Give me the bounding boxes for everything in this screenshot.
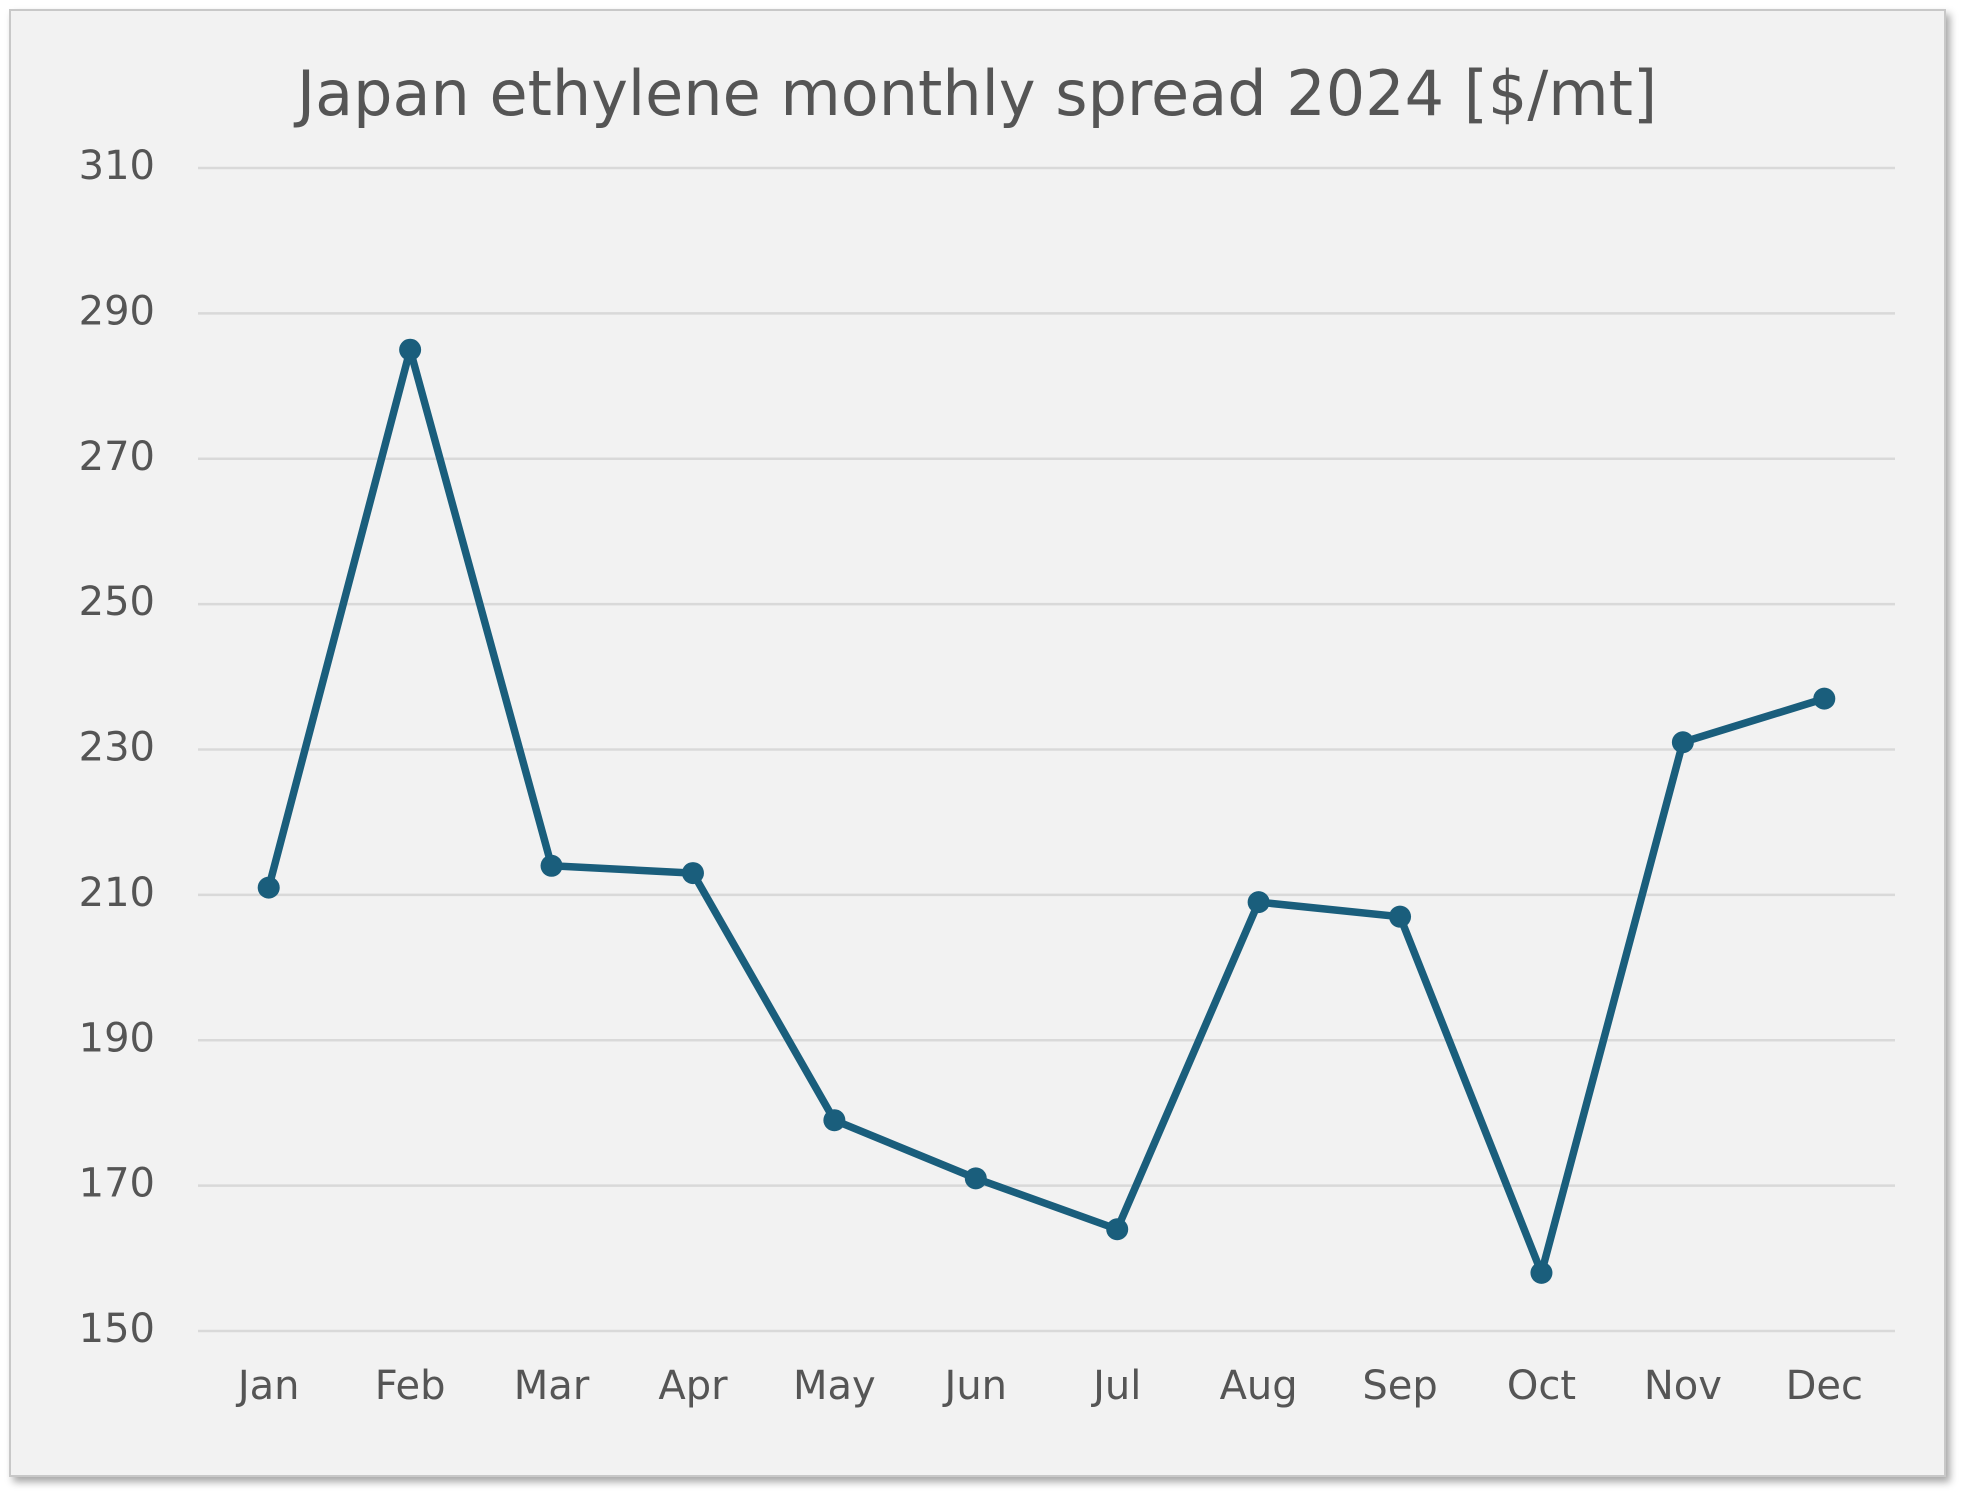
line: [265, 345, 1826, 1277]
x-tick-label: Sep: [1362, 1363, 1437, 1409]
marker: [540, 854, 563, 877]
marker: [823, 1109, 846, 1132]
x-tick-label: Dec: [1786, 1363, 1863, 1409]
y-tick-label: 250: [79, 579, 155, 625]
marker: [1106, 1218, 1129, 1241]
marker: [681, 862, 704, 885]
x-tick-label: Feb: [375, 1363, 446, 1409]
y-tick-label: 270: [79, 434, 155, 480]
x-tick-label: Apr: [658, 1363, 728, 1409]
y-tick-label: 190: [79, 1015, 155, 1061]
y-tick-label: 150: [79, 1306, 155, 1352]
y-tick-label: 230: [79, 725, 155, 771]
x-tick-label: Oct: [1507, 1363, 1576, 1409]
y-tick-label: 210: [79, 870, 155, 916]
marker: [1247, 891, 1270, 914]
x-tick-label: Aug: [1220, 1363, 1298, 1409]
x-tick-label: Jan: [235, 1363, 300, 1409]
y-tick-label: 170: [79, 1161, 155, 1207]
x-tick-label: Jun: [942, 1363, 1008, 1409]
chart-panel: [9, 9, 1946, 1477]
x-tick-label: Nov: [1644, 1363, 1722, 1409]
marker: [1813, 687, 1836, 710]
marker: [399, 338, 422, 361]
marker: [1389, 905, 1412, 928]
x-tick-label: Jul: [1090, 1363, 1141, 1409]
y-tick-label: 310: [79, 143, 155, 189]
chart-title: Japan ethylene monthly spread 2024 [$/mt…: [293, 57, 1657, 130]
marker: [1671, 731, 1694, 754]
x-tick-label: Mar: [514, 1363, 590, 1409]
x-tick-label: May: [793, 1363, 876, 1409]
y-tick-label: 290: [79, 288, 155, 334]
marker: [1530, 1261, 1553, 1284]
marker: [964, 1167, 987, 1190]
marker: [257, 876, 280, 899]
